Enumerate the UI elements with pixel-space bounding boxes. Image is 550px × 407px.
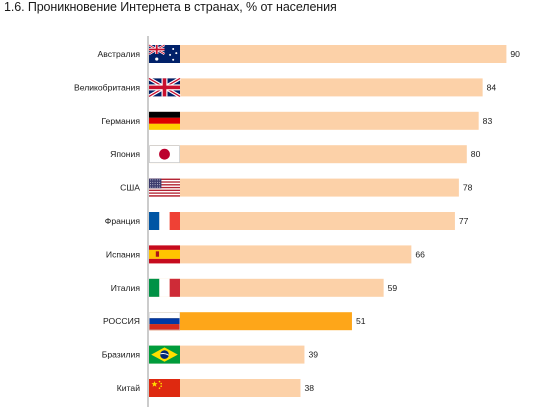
category-label: Китай	[117, 383, 140, 393]
value-label: 78	[463, 183, 473, 193]
china-flag-icon	[149, 379, 180, 397]
bar-10	[150, 345, 305, 364]
category-label: Испания	[106, 249, 140, 259]
category-label: Великобритания	[74, 82, 140, 92]
value-label: 51	[356, 316, 366, 326]
value-label: 66	[415, 249, 425, 259]
category-label: Италия	[111, 283, 141, 293]
category-label: РОССИЯ	[103, 316, 140, 326]
value-label: 77	[459, 216, 469, 226]
australia-flag-icon	[148, 43, 180, 63]
category-label: Германия	[101, 116, 140, 126]
chart-title: 1.6. Проникновение Интернета в странах, …	[4, 0, 337, 14]
category-label: Бразилия	[102, 350, 141, 360]
usa-flag-icon	[149, 178, 180, 197]
russia-flag-icon	[149, 312, 180, 331]
bar-9	[150, 312, 352, 331]
value-label: 83	[483, 116, 493, 126]
value-label: 80	[471, 149, 481, 159]
value-label: 84	[487, 82, 497, 92]
category-label: Австралия	[98, 49, 141, 59]
italy-flag-icon	[149, 278, 180, 297]
japan-flag-icon	[149, 145, 180, 164]
spain-flag-icon	[149, 245, 180, 264]
category-label: Франция	[105, 216, 141, 226]
bar-11	[150, 379, 301, 397]
value-label: 39	[308, 350, 318, 360]
brazil-flag-icon	[149, 345, 180, 364]
value-label: 59	[388, 283, 398, 293]
category-label: Япония	[110, 149, 140, 159]
bar-2	[150, 78, 483, 97]
germany-flag-icon	[149, 111, 180, 130]
bar-6	[150, 212, 455, 230]
bar-1	[150, 45, 507, 63]
bar-7	[150, 245, 412, 264]
category-label: США	[120, 183, 140, 193]
bar-3	[150, 111, 479, 130]
france-flag-icon	[149, 212, 180, 230]
value-label: 90	[510, 49, 520, 59]
bar-4	[150, 145, 467, 164]
bar-8	[150, 278, 384, 297]
bar-5	[150, 178, 459, 197]
uk-flag-icon	[148, 76, 181, 98]
value-label: 38	[304, 383, 314, 393]
